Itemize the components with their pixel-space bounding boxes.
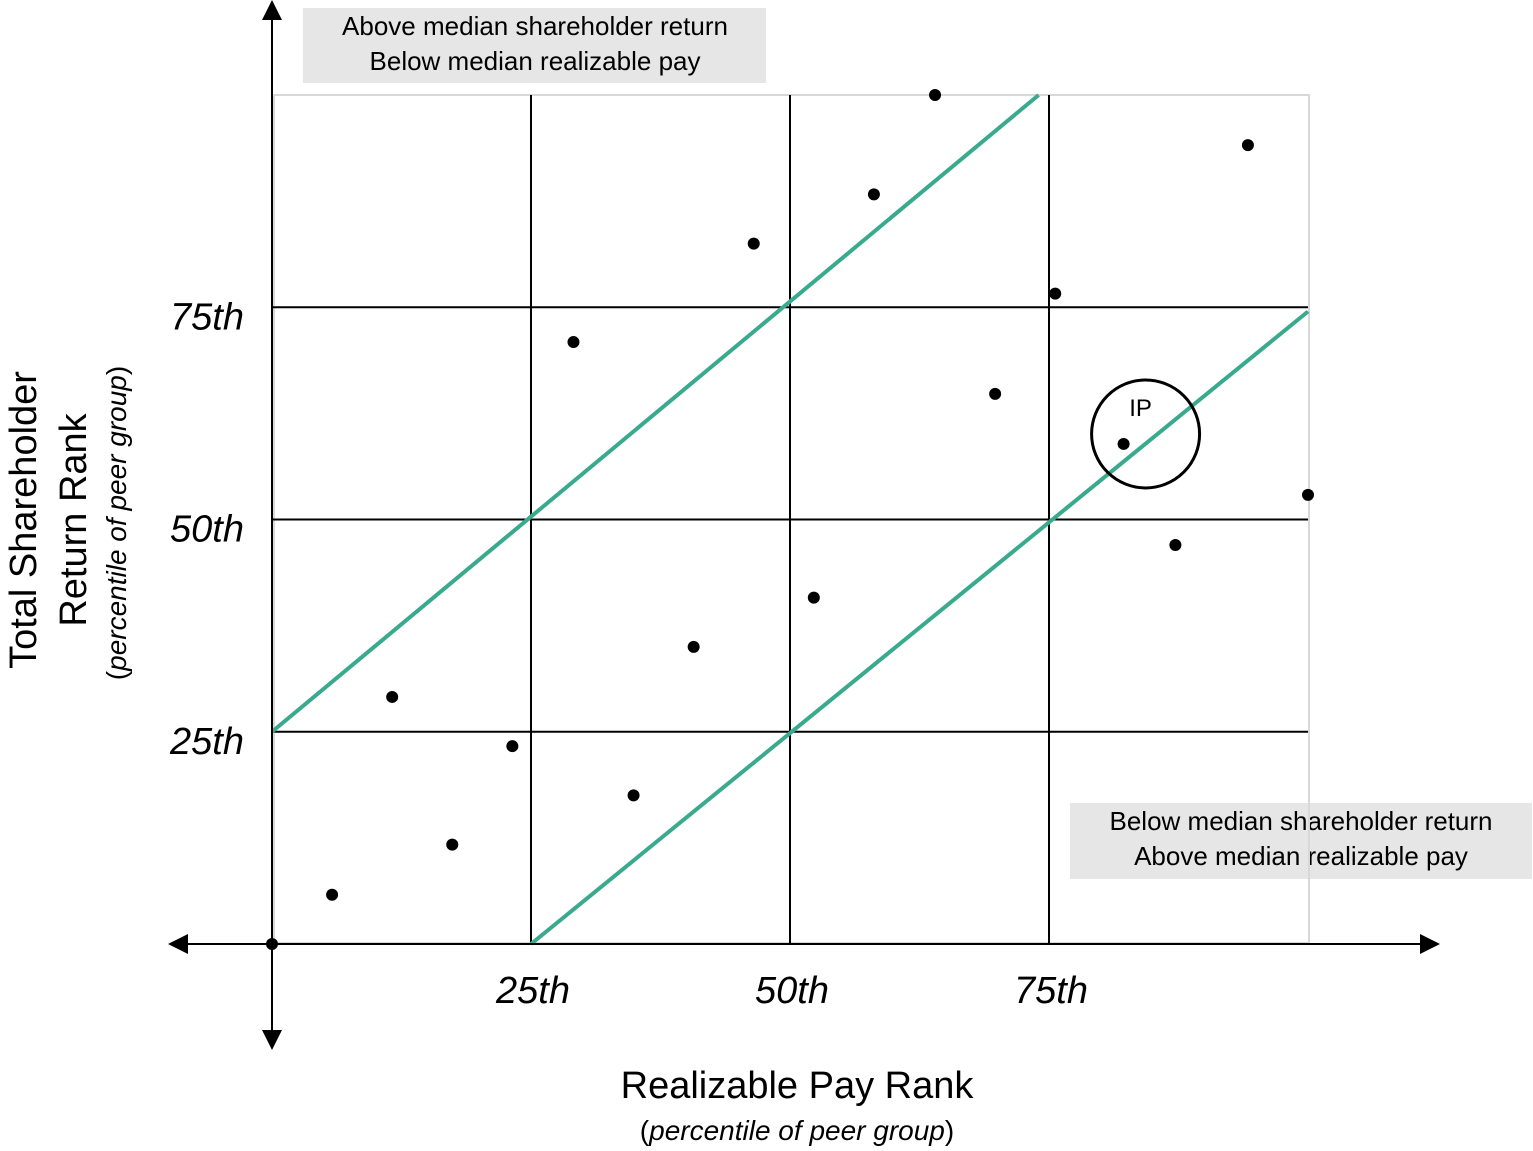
ip-highlight-circle (1090, 378, 1202, 490)
y-axis (262, 0, 282, 1050)
y-axis-top-arrow (262, 0, 282, 20)
data-point-17 (1241, 139, 1254, 152)
x-tick-label-2: 50th (755, 970, 829, 1012)
data-point-1 (266, 938, 278, 950)
annotation-top-left-line2: Below median realizable pay (370, 46, 701, 76)
annotation-bottom-right: Below median shareholder return Above me… (1070, 803, 1532, 879)
band-lines (270, 93, 1310, 946)
data-point-6 (567, 336, 580, 349)
x-axis-title: Realizable Pay Rank (621, 1065, 975, 1107)
data-point-12 (929, 89, 942, 101)
annotation-top-left: Above median shareholder return Below me… (303, 8, 766, 83)
y-axis-title-group-2: Return Rank (53, 412, 95, 626)
data-point-8 (687, 640, 700, 653)
data-point-3 (386, 690, 399, 703)
annotation-bottom-right-line2: Above median realizable pay (1134, 841, 1468, 871)
y-axis-subtitle-text: percentile of peer group (101, 375, 132, 672)
x-axis-left-arrow (168, 934, 188, 954)
data-point-4 (446, 838, 459, 851)
y-axis-title-line1: Total Shareholder (3, 371, 45, 669)
data-point-11 (867, 188, 880, 201)
data-point-13 (989, 387, 1002, 400)
y-axis-bottom-arrow (262, 1030, 282, 1050)
grid-lines (272, 95, 1308, 944)
y-axis-subtitle-group: (percentile of peer group) (101, 366, 132, 680)
data-point-10 (807, 591, 820, 604)
y-tick-labels: 25th 50th 75th (169, 296, 244, 763)
y-tick-label-3: 75th (170, 296, 244, 338)
data-point-16 (1169, 538, 1182, 551)
x-axis-subtitle-text: percentile of peer group (648, 1115, 945, 1146)
y-axis-title-line2: Return Rank (53, 412, 95, 626)
x-axis-subtitle: (percentile of peer group) (640, 1115, 954, 1146)
y-tick-label-1: 25th (169, 721, 244, 763)
x-tick-label-3: 75th (1014, 970, 1088, 1012)
data-point-18 (1302, 488, 1314, 501)
ip-highlight: IP (1090, 378, 1202, 490)
data-point-14 (1049, 287, 1062, 300)
data-point-15 (1117, 437, 1130, 450)
ip-label: IP (1129, 395, 1152, 422)
y-axis-subtitle: (percentile of peer group) (101, 366, 132, 680)
band-line-2 (529, 309, 1310, 946)
data-point-7 (627, 789, 640, 802)
data-point-2 (326, 888, 339, 901)
band-line-1 (270, 93, 1040, 734)
data-points (266, 89, 1314, 950)
x-axis (168, 934, 1440, 954)
annotation-bottom-right-line1: Below median shareholder return (1110, 806, 1493, 836)
y-axis-title-group: Total Shareholder (3, 371, 45, 669)
x-tick-label-1: 25th (495, 970, 570, 1012)
y-tick-label-2: 50th (170, 509, 244, 551)
annotation-top-left-line1: Above median shareholder return (342, 11, 728, 41)
data-point-5 (506, 740, 519, 753)
data-point-9 (747, 237, 760, 250)
x-tick-labels: 25th 50th 75th (495, 970, 1088, 1012)
x-axis-right-arrow (1420, 934, 1440, 954)
